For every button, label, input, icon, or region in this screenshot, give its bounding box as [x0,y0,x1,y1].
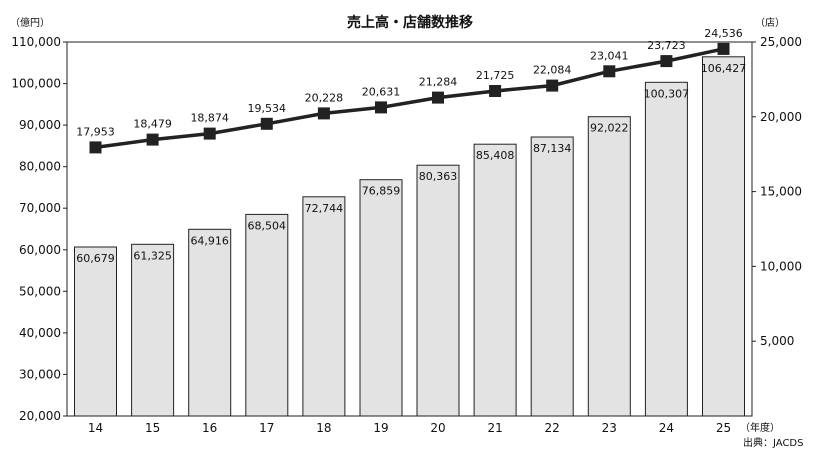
left-tick-label: 60,000 [19,243,61,257]
bar-value-label: 92,022 [590,122,629,135]
left-axis-unit: （億円） [10,16,50,29]
line-value-label: 17,953 [76,125,115,138]
bar-value-label: 60,679 [76,252,115,265]
line-point [146,133,159,146]
line-point [432,91,444,104]
bar-value-label: 100,307 [644,87,690,100]
left-tick-label: 20,000 [19,409,61,423]
right-tick-label: 5,000 [760,334,794,348]
left-tick-label: 50,000 [19,284,61,298]
plot-frame [66,41,753,417]
x-tick-label: 21 [487,421,502,435]
left-tick-label: 40,000 [19,326,61,340]
line-value-label: 23,041 [590,49,629,62]
line-value-label: 21,284 [419,76,458,89]
bar [188,228,232,417]
bar [302,196,346,417]
left-tick-label: 70,000 [19,201,61,215]
line-value-label: 23,723 [647,39,686,52]
source-note: 出典：JACDS [743,436,803,449]
x-tick-label: 17 [259,421,274,435]
line-point [489,85,502,97]
line-point [717,42,730,55]
line-value-label: 18,874 [190,112,229,125]
left-tick-label: 30,000 [19,367,61,381]
line-point [660,55,673,68]
line-series [89,42,730,154]
line-point [203,127,216,140]
bar-value-label: 64,916 [190,234,229,247]
right-tick-label: 25,000 [760,35,802,49]
bar-series [74,56,745,417]
bar-value-label: 85,408 [476,149,515,162]
left-tick-label: 80,000 [19,160,61,174]
line-value-label: 19,534 [248,102,287,115]
line-point [603,65,616,78]
x-tick-label: 23 [602,421,617,435]
right-tick-label: 20,000 [760,110,802,124]
x-axis-unit: （年度） [740,421,780,434]
x-tick-label: 20 [430,421,445,435]
left-tick-label: 90,000 [19,118,61,132]
x-tick-label: 22 [545,421,560,435]
x-tick-label: 19 [373,421,388,435]
line-value-label: 18,479 [133,118,172,131]
bar [359,179,403,417]
bar [587,116,631,417]
bar-value-label: 72,744 [305,202,344,215]
right-axis-unit: （店） [755,16,785,29]
line-value-label: 20,228 [305,91,344,104]
line-point [317,107,330,120]
x-tick-label: 16 [202,421,217,435]
store-count-line [95,47,724,150]
bar-value-label: 80,363 [419,170,458,183]
chart-title: 売上高・店舗数推移 [347,14,473,31]
bar [473,143,517,417]
x-tick-label: 25 [716,421,731,435]
line-labels: 17,953 18,479 18,874 19,534 20,228 20,631 21,2… [76,27,743,138]
left-tick-label: 100,000 [11,77,61,91]
bar-labels: 60,679 61,325 64,916 68,504 72,744 76,859 80,3… [76,62,746,265]
line-value-label: 21,725 [476,69,515,82]
bar [131,243,175,417]
line-value-label: 24,536 [704,27,743,40]
line-point [260,117,273,130]
line-point [89,141,102,154]
bar [530,136,574,417]
right-y-axis: 5,000 10,000 15,000 20,000 25,000 [752,35,802,348]
line-value-label: 20,631 [362,85,401,98]
bar [416,164,460,417]
line-point [375,101,387,114]
bar [702,56,745,417]
bar-value-label: 87,134 [533,142,572,155]
x-tick-label: 14 [88,421,103,435]
x-tick-label: 24 [659,421,674,435]
bar-value-label: 68,504 [248,219,287,232]
right-tick-label: 15,000 [760,185,802,199]
line-point [546,79,559,92]
left-tick-label: 110,000 [11,35,61,49]
line-value-label: 22,084 [533,64,572,77]
x-tick-label: 15 [145,421,160,435]
bar [245,213,289,417]
bar [74,246,117,417]
right-tick-label: 10,000 [760,259,802,273]
bar [644,81,688,417]
x-axis: 14 15 16 17 18 19 20 21 22 23 24 25 [88,421,731,435]
bar-value-label: 76,859 [362,185,401,198]
x-tick-label: 18 [316,421,331,435]
left-y-axis: 20,000 30,000 40,000 50,000 60,000 70,000 80,0… [11,35,67,423]
bar-value-label: 106,427 [701,62,747,75]
bar-value-label: 61,325 [133,249,172,262]
